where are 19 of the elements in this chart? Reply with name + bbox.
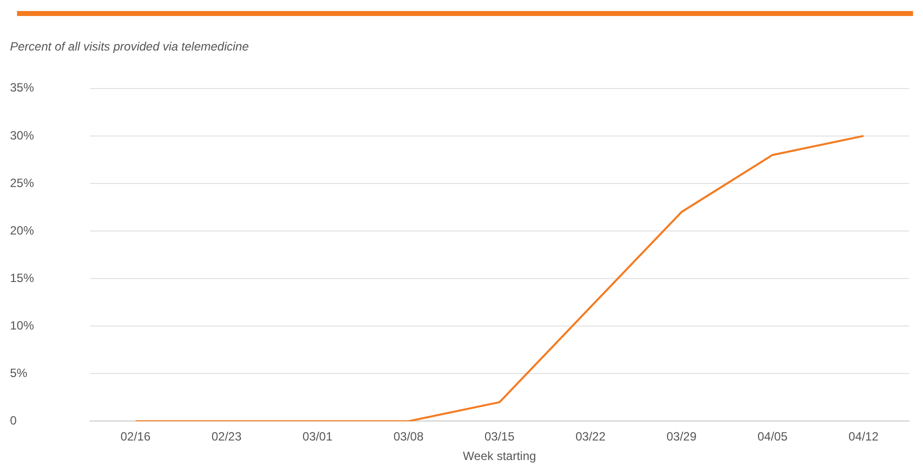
x-tick-label: 02/16 <box>120 430 151 444</box>
x-tick-label: 02/23 <box>212 430 242 444</box>
y-tick-label: 20% <box>10 223 34 238</box>
x-tick-label: 03/15 <box>484 430 515 444</box>
y-tick-label: 30% <box>10 128 34 142</box>
x-tick-label: 03/22 <box>575 430 606 444</box>
y-tick-label: 15% <box>10 270 34 285</box>
chart-title: Percent of all visits provided via telemedicine <box>10 40 250 54</box>
y-tick-label: 25% <box>10 176 34 190</box>
x-axis-title: Week starting <box>462 449 536 464</box>
x-tick-label: 03/08 <box>393 430 424 444</box>
y-tick-label: 5% <box>10 366 28 380</box>
x-tick-label: 04/05 <box>757 430 788 444</box>
x-tick-label: 04/12 <box>848 430 879 444</box>
y-tick-label: 10% <box>10 318 34 332</box>
x-tick-label: 03/01 <box>302 430 333 444</box>
x-tick-label: 03/29 <box>666 430 697 444</box>
y-tick-label: 35% <box>10 80 34 95</box>
y-tick-label: 0 <box>10 414 17 428</box>
